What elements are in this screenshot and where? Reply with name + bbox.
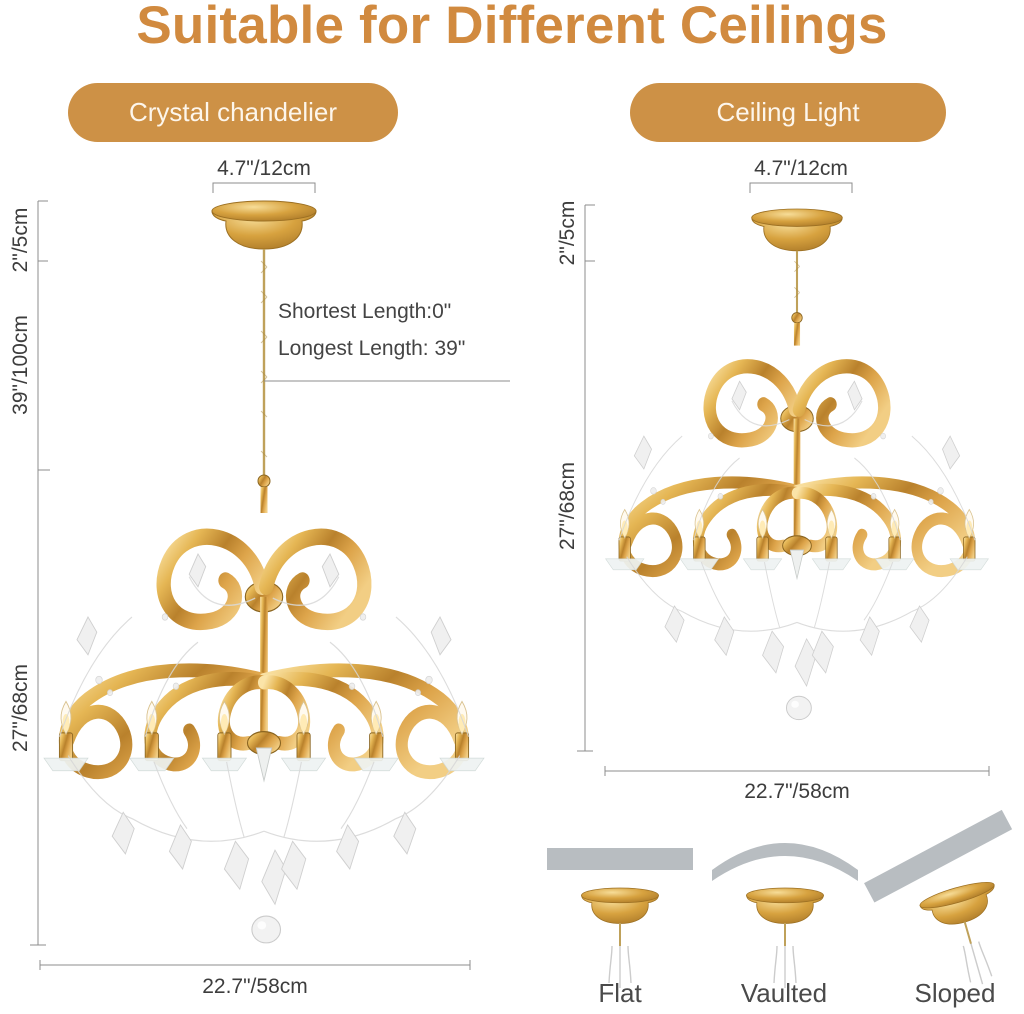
svg-text:27"/68cm: 27"/68cm [9, 664, 32, 752]
svg-text:39"/100cm: 39"/100cm [9, 315, 32, 415]
svg-text:2"/5cm: 2"/5cm [9, 208, 32, 273]
svg-text:27"/68cm: 27"/68cm [556, 462, 579, 550]
svg-text:2"/5cm: 2"/5cm [556, 201, 579, 266]
